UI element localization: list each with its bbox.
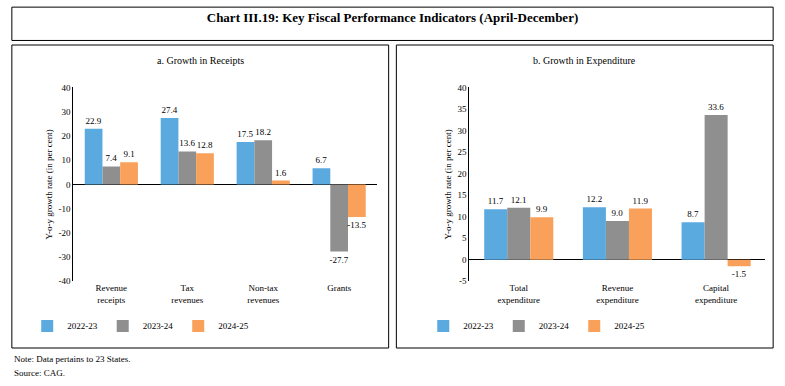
svg-text:20: 20 [458, 169, 468, 179]
svg-text:-27.7: -27.7 [330, 255, 349, 265]
svg-text:0: 0 [66, 180, 71, 190]
svg-text:Chart III.19: Key Fiscal Perfo: Chart III.19: Key Fiscal Performance Ind… [207, 10, 578, 25]
svg-text:-30: -30 [59, 252, 71, 262]
svg-text:b. Growth in Expenditure: b. Growth in Expenditure [533, 55, 636, 66]
svg-text:40: 40 [458, 83, 468, 93]
svg-text:33.6: 33.6 [708, 102, 724, 112]
svg-text:-40: -40 [59, 276, 71, 286]
svg-text:Totalexpenditure: Totalexpenditure [497, 283, 539, 305]
svg-text:22.9: 22.9 [85, 116, 101, 126]
svg-text:9.0: 9.0 [612, 208, 624, 218]
svg-text:40: 40 [62, 83, 72, 93]
svg-text:17.5: 17.5 [237, 129, 253, 139]
svg-text:13.6: 13.6 [179, 138, 195, 148]
svg-text:Source: CAG.: Source: CAG. [14, 368, 65, 378]
svg-text:11.7: 11.7 [488, 196, 504, 206]
svg-text:-10: -10 [59, 204, 71, 214]
svg-text:27.4: 27.4 [161, 105, 177, 115]
svg-text:2023-24: 2023-24 [143, 321, 173, 331]
svg-text:2024-25: 2024-25 [614, 321, 644, 331]
svg-text:-1.5: -1.5 [732, 269, 747, 279]
svg-text:20: 20 [62, 131, 72, 141]
svg-text:Capitalexpenditure: Capitalexpenditure [695, 283, 737, 305]
svg-text:18.2: 18.2 [255, 127, 271, 137]
svg-text:12.8: 12.8 [197, 140, 213, 150]
svg-text:-5: -5 [459, 276, 467, 286]
svg-text:10: 10 [458, 212, 468, 222]
svg-text:2022-23: 2022-23 [67, 321, 97, 331]
svg-text:6.7: 6.7 [316, 155, 328, 165]
svg-text:5: 5 [462, 233, 467, 243]
svg-text:12.1: 12.1 [511, 195, 527, 205]
svg-text:Revenueexpenditure: Revenueexpenditure [596, 283, 638, 305]
svg-text:a. Growth in Receipts: a. Growth in Receipts [157, 55, 244, 66]
svg-text:0: 0 [462, 255, 467, 265]
svg-text:2023-24: 2023-24 [539, 321, 569, 331]
svg-text:Revenuereceipts: Revenuereceipts [96, 283, 128, 305]
svg-text:7.4: 7.4 [105, 153, 117, 163]
svg-text:25: 25 [458, 147, 468, 157]
svg-text:35: 35 [458, 104, 468, 114]
svg-text:Taxrevenues: Taxrevenues [171, 283, 203, 305]
svg-text:8.7: 8.7 [687, 209, 699, 219]
svg-text:30: 30 [62, 107, 72, 117]
svg-text:9.9: 9.9 [536, 204, 548, 214]
svg-text:15: 15 [458, 190, 468, 200]
svg-text:-20: -20 [59, 228, 71, 238]
svg-text:Y-o-y growth rate (in per cent: Y-o-y growth rate (in per cent) [44, 129, 54, 239]
svg-text:-13.5: -13.5 [347, 220, 366, 230]
svg-text:2022-23: 2022-23 [463, 321, 493, 331]
svg-text:2024-25: 2024-25 [218, 321, 248, 331]
svg-text:12.2: 12.2 [587, 194, 603, 204]
svg-text:10: 10 [62, 155, 72, 165]
svg-text:Y-o-y growth rate (in per cent: Y-o-y growth rate (in per cent) [443, 129, 453, 239]
svg-text:11.9: 11.9 [633, 196, 649, 206]
svg-text:Grants: Grants [327, 283, 351, 293]
svg-text:Note: Data pertains to 23 Stat: Note: Data pertains to 23 States. [14, 354, 130, 364]
svg-text:1.6: 1.6 [275, 168, 287, 178]
svg-text:9.1: 9.1 [123, 149, 134, 159]
svg-text:30: 30 [458, 126, 468, 136]
svg-text:Non-taxrevenues: Non-taxrevenues [247, 283, 279, 305]
